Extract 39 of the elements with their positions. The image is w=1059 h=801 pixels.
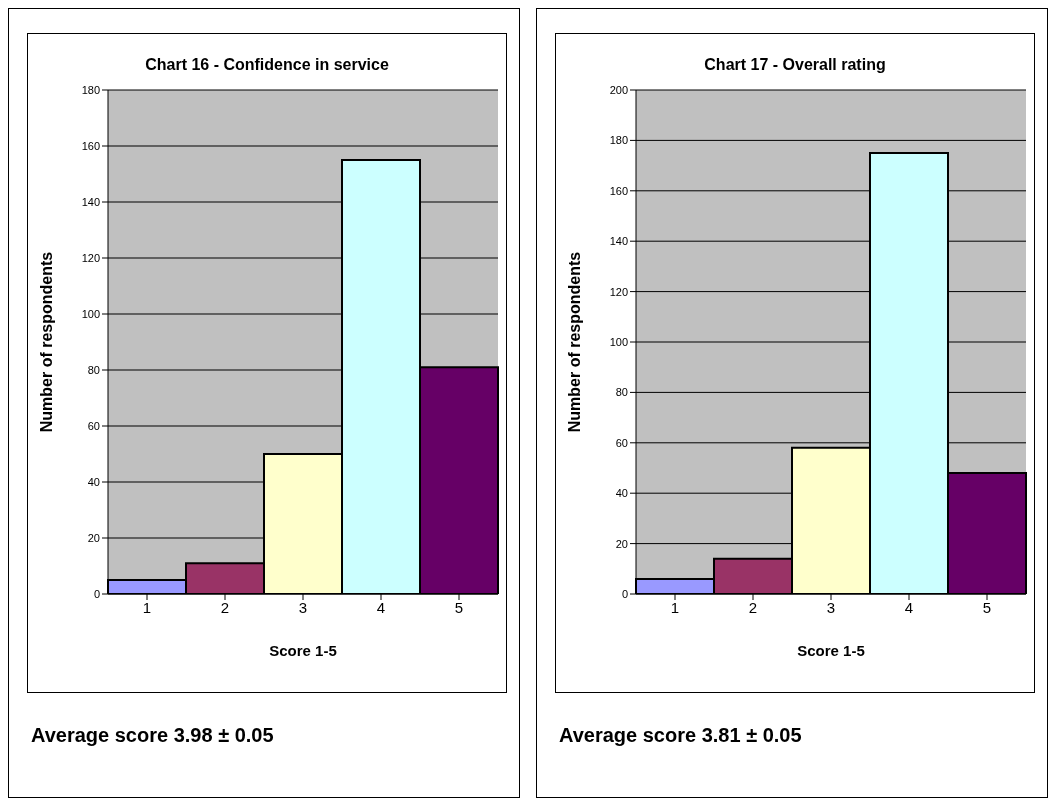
y-tick-label: 0 (93, 587, 100, 600)
text: Average score 3.81 ± 0.05 (559, 724, 802, 747)
x-tick-label: 1 (142, 598, 152, 616)
y-tick-label: 160 (81, 139, 100, 152)
x-tick-label: 4 (376, 598, 386, 616)
x-tick-label: 3 (826, 598, 836, 616)
y-tick-label: 40 (87, 475, 100, 488)
chart-title: Chart 16 - Confidence in service (144, 56, 390, 74)
y-tick-label: 140 (609, 235, 628, 248)
x-tick-label: 5 (982, 598, 992, 616)
y-tick-label: 120 (81, 251, 100, 264)
y-tick-label: 40 (615, 487, 628, 500)
y-tick-label: 80 (615, 386, 628, 399)
x-tick-label: 3 (298, 598, 308, 616)
y-axis-title: Number of respondents (565, 251, 583, 433)
y-tick-label: 20 (615, 537, 628, 550)
chart-title: Chart 17 - Overall rating (703, 56, 887, 74)
text: Average score 3.98 ± 0.05 (31, 724, 274, 747)
y-tick-label: 160 (609, 184, 628, 197)
y-tick-label: 120 (609, 285, 628, 298)
x-tick-label: 2 (748, 598, 758, 616)
x-axis-title: Score 1-5 (797, 642, 865, 659)
y-tick-label: 60 (87, 419, 100, 432)
y-tick-label: 180 (81, 83, 100, 96)
y-tick-label: 20 (87, 531, 100, 544)
y-tick-label: 80 (87, 363, 100, 376)
y-axis-title: Number of respondents (37, 251, 55, 433)
y-tick-label: 180 (609, 134, 628, 147)
y-tick-label: 140 (81, 195, 100, 208)
y-tick-label: 200 (609, 83, 628, 96)
y-tick-label: 0 (621, 587, 628, 600)
y-tick-label: 100 (81, 307, 100, 320)
x-tick-label: 2 (220, 598, 230, 616)
x-tick-label: 4 (904, 598, 914, 616)
x-tick-label: 5 (454, 598, 464, 616)
x-axis-title: Score 1-5 (269, 642, 337, 659)
x-tick-label: 1 (670, 598, 680, 616)
y-tick-label: 100 (609, 335, 628, 348)
y-tick-label: 60 (615, 436, 628, 449)
